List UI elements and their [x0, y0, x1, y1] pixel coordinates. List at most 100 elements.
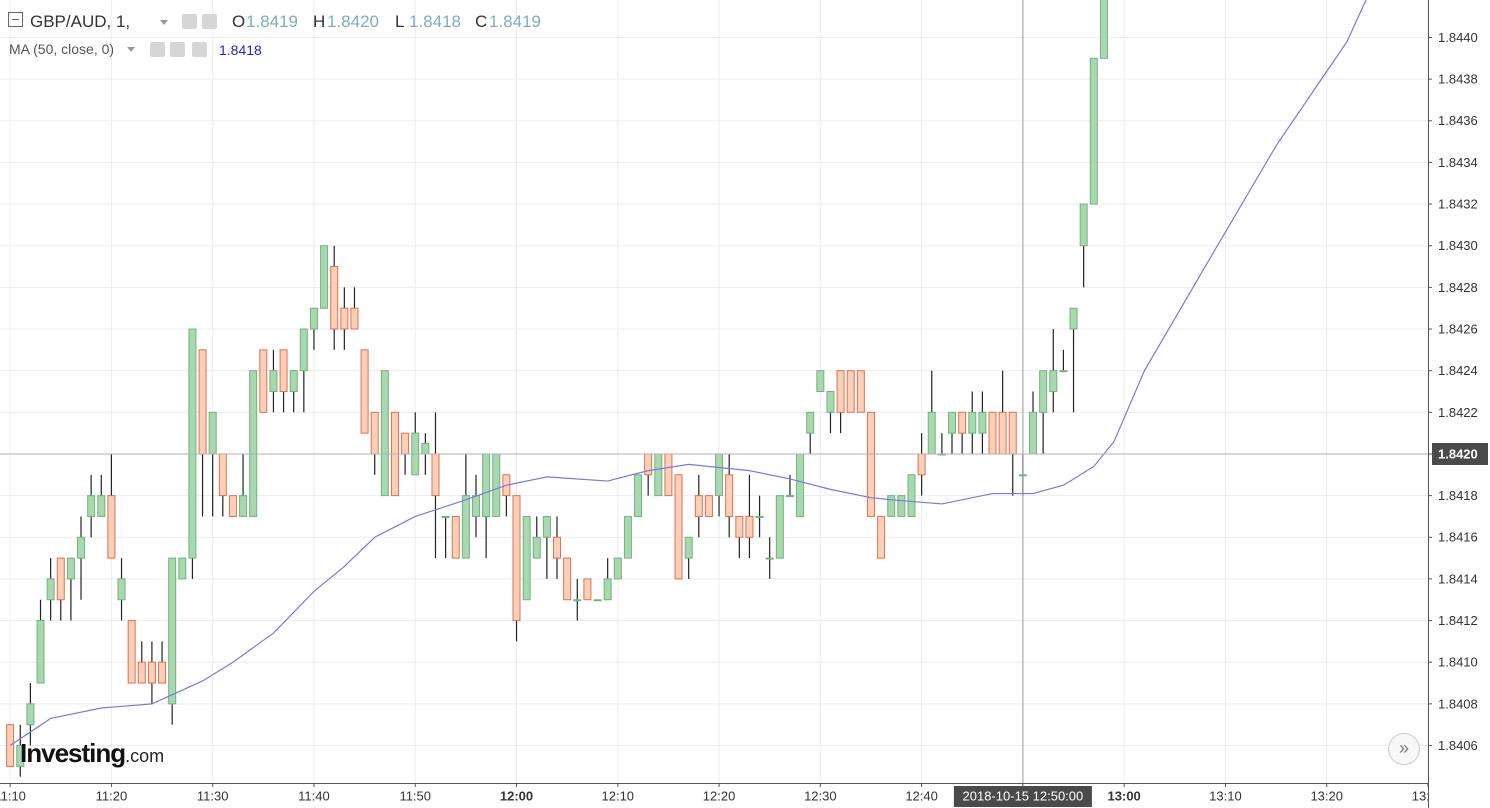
candle-body — [77, 536, 86, 559]
x-tick-label: 13:30 — [1412, 788, 1445, 803]
x-tick-label: 11:30 — [197, 788, 229, 803]
y-tick-label: 1.8430 — [1438, 238, 1478, 253]
candle-body — [512, 495, 521, 622]
y-tick-label: 1.8426 — [1438, 321, 1478, 336]
candle-body — [846, 370, 855, 413]
x-tick-label: 11:50 — [399, 788, 431, 803]
candle-body — [826, 391, 835, 413]
x-tick-label: 13:10 — [1209, 788, 1242, 803]
candle-body — [542, 515, 551, 538]
candle-body — [107, 495, 116, 559]
legend-value: 1.8418 — [409, 12, 461, 31]
candle-body — [725, 474, 734, 517]
candle-body — [309, 307, 318, 330]
y-tick-label: 1.8416 — [1438, 530, 1478, 545]
candle-body — [958, 411, 967, 434]
candle-body — [1008, 411, 1017, 455]
y-tick-label: 1.8408 — [1438, 696, 1478, 711]
candle-body — [401, 432, 410, 455]
symbol-title: GBP/AUD, 1, — [30, 12, 131, 31]
candle-body — [603, 578, 612, 601]
legend-key: L — [395, 12, 405, 31]
candle-body — [583, 578, 592, 601]
dropdown[interactable] — [160, 20, 168, 25]
candle-body — [46, 578, 55, 601]
candle-body — [978, 411, 987, 434]
candle-body — [259, 349, 268, 413]
candle-body — [563, 557, 572, 601]
legend-key: C — [475, 12, 488, 31]
candle-body — [856, 370, 865, 413]
candle-body — [684, 536, 693, 559]
candle-body — [715, 453, 724, 497]
candle-body — [472, 495, 480, 517]
y-tick-label: 1.8424 — [1438, 363, 1478, 378]
y-tick-label: 1.8406 — [1438, 738, 1478, 753]
candle-body — [532, 536, 541, 559]
x-tick-label: 12:40 — [905, 788, 938, 803]
x-tick-label: 12:10 — [602, 788, 635, 803]
eye-icon[interactable] — [150, 42, 165, 57]
plot-area — [0, 0, 1428, 783]
watermark: Investing.com — [20, 738, 164, 769]
candle-body — [704, 495, 713, 517]
candle-body — [593, 599, 602, 602]
x-tick-label: 11:40 — [298, 788, 330, 803]
candle-body — [836, 370, 845, 413]
y-tick-label: 1.8412 — [1438, 613, 1478, 628]
candle-body — [16, 745, 25, 767]
candle-body — [36, 620, 45, 684]
candle-body — [1079, 203, 1088, 247]
crosshair-x-label-box — [953, 786, 1092, 807]
candle-body — [917, 453, 926, 476]
candle-body — [26, 703, 35, 726]
grid — [0, 0, 1429, 783]
candle-body — [948, 411, 956, 434]
collapse-icon[interactable] — [8, 12, 23, 27]
candle-body — [441, 515, 450, 518]
y-tick-label: 1.8440 — [1438, 30, 1478, 45]
candle-body — [745, 515, 754, 538]
scroll-to-latest-button[interactable]: » — [1388, 733, 1420, 765]
candle-body — [887, 495, 896, 517]
candle-body — [56, 557, 65, 601]
candle-body — [330, 266, 339, 330]
candle-body — [147, 661, 156, 684]
candle-body — [613, 557, 622, 580]
candle-body — [816, 370, 825, 393]
candle-body — [654, 453, 663, 497]
y-tick-label: 1.8418 — [1438, 488, 1478, 503]
settings-icon[interactable] — [170, 42, 185, 57]
candle-body — [1059, 370, 1068, 373]
candle-body — [897, 495, 906, 517]
candle-body — [117, 578, 126, 601]
candle-body — [1039, 370, 1048, 413]
candle-body — [694, 495, 703, 517]
eye-icon[interactable] — [182, 14, 197, 29]
candle-body — [461, 495, 470, 559]
legend-value: 1.8420 — [327, 12, 379, 31]
candle-body — [1049, 370, 1058, 393]
time-axis-panel — [0, 783, 1428, 808]
settings-icon[interactable] — [202, 14, 217, 29]
candle-body — [168, 557, 177, 705]
candle-body — [380, 370, 389, 497]
x-tick-label: 12:20 — [703, 788, 736, 803]
candle-body — [340, 307, 349, 330]
moving-average-line — [9, 0, 1367, 747]
candle-body — [765, 557, 774, 560]
candle-body — [320, 245, 329, 309]
candle-body — [806, 411, 815, 434]
candle-body — [269, 370, 278, 393]
candle-body — [755, 515, 764, 518]
indicator-name: MA (50, close, 0) — [9, 41, 115, 57]
candle-body — [6, 724, 15, 767]
y-tick-label: 1.8438 — [1438, 72, 1478, 87]
candle-body — [1099, 0, 1108, 59]
candle-body — [866, 411, 875, 517]
x-tick-label: 13:20 — [1310, 788, 1343, 803]
dropdown[interactable] — [127, 47, 135, 52]
close-icon[interactable] — [192, 42, 207, 57]
candle-body — [208, 411, 217, 455]
